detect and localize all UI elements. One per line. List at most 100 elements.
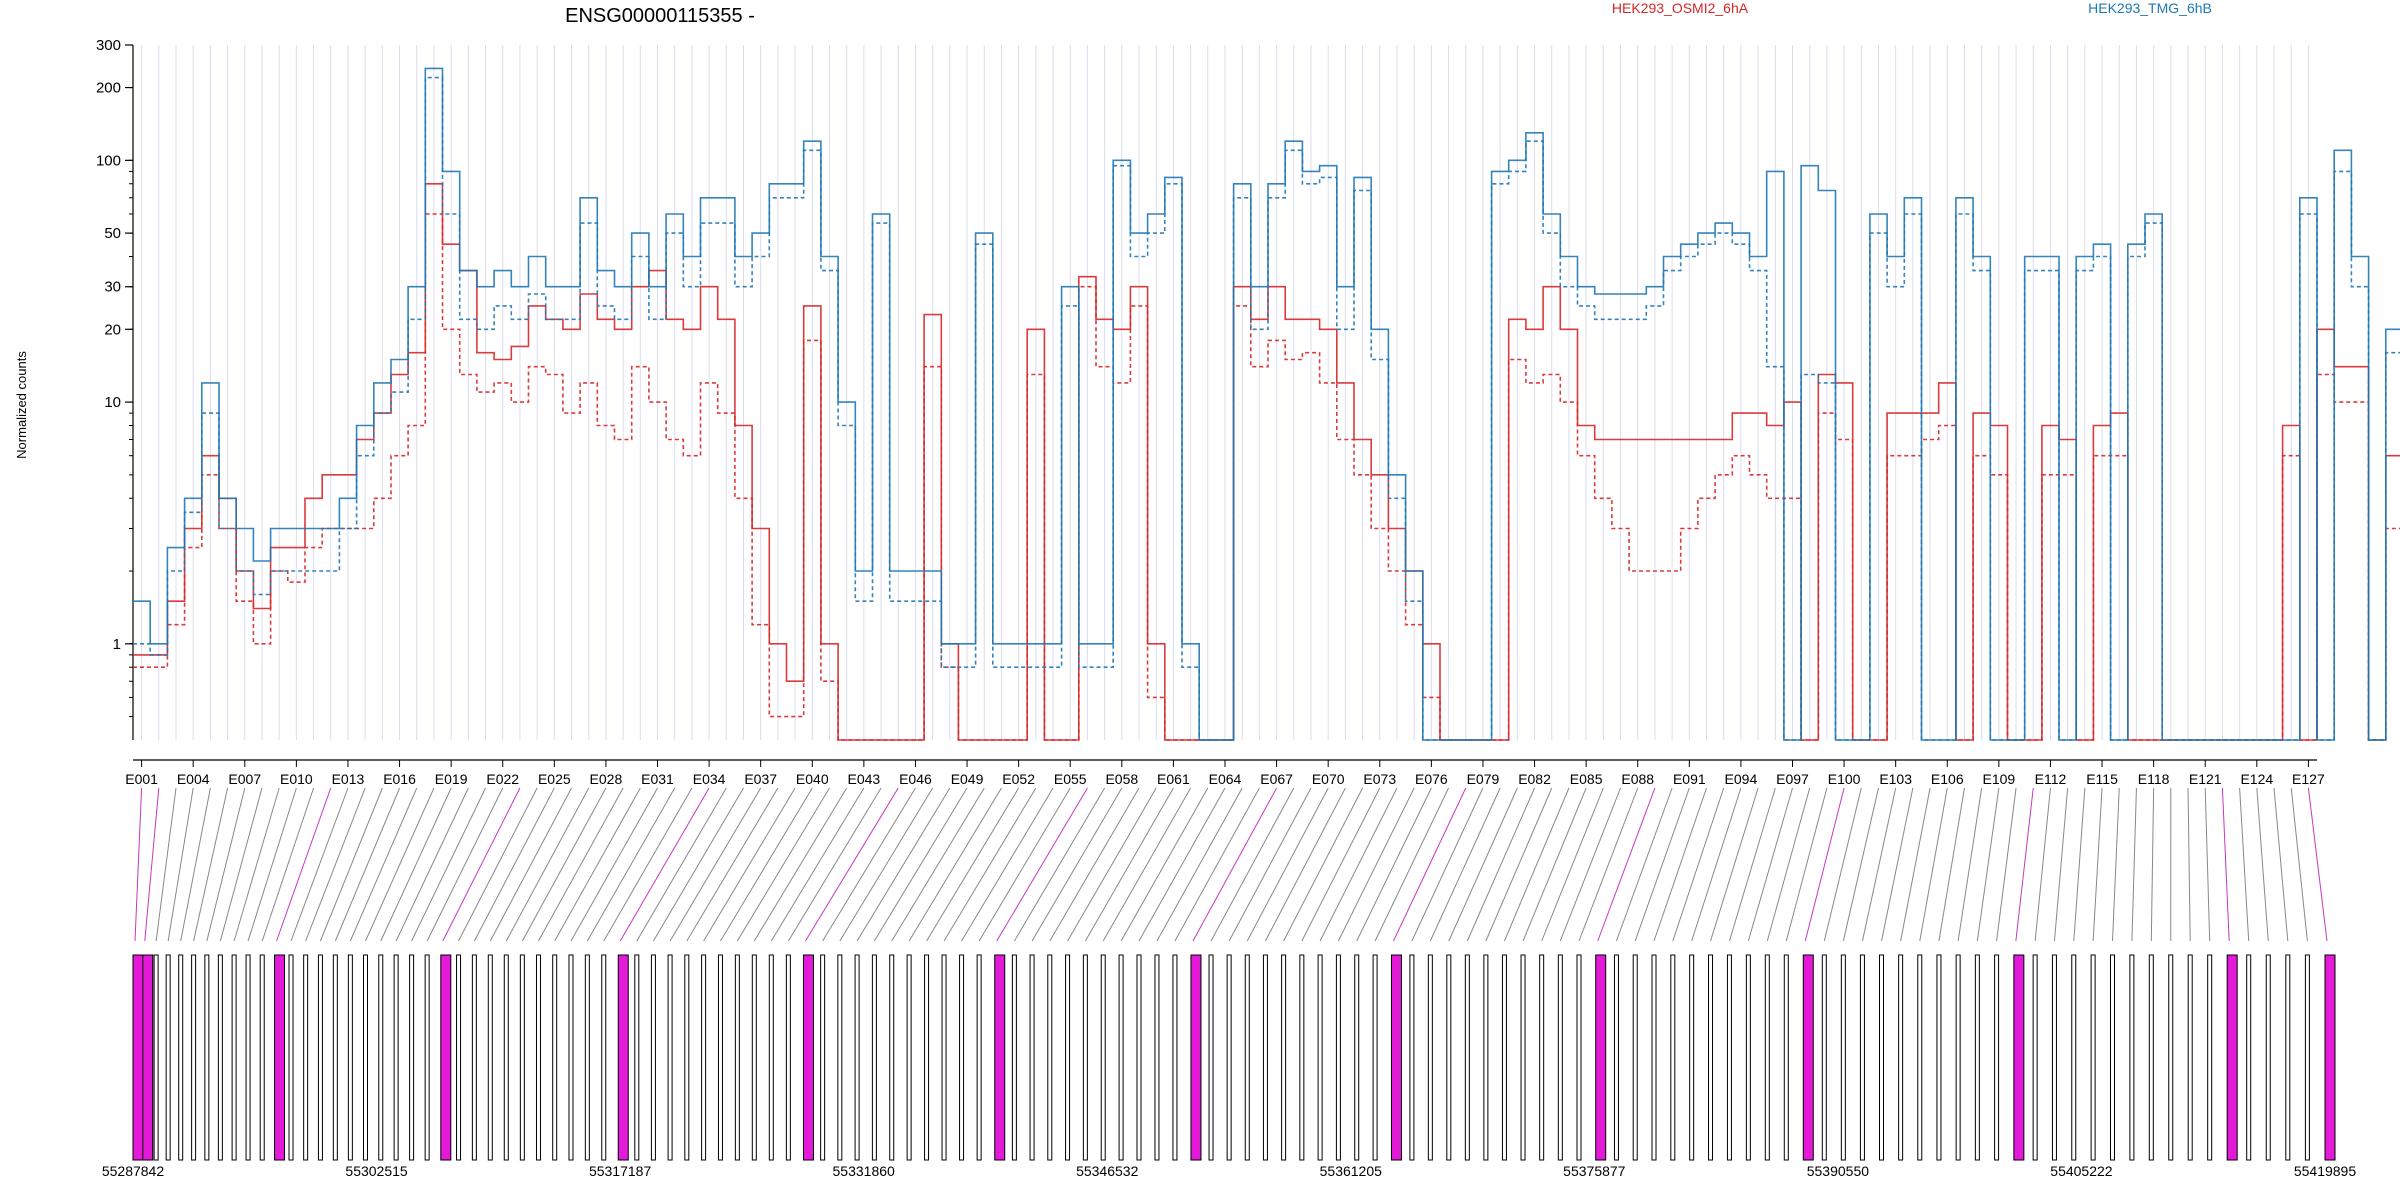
exon-tick-label: E058 [1105,771,1138,787]
series-line [133,67,2400,741]
connector [1785,787,1828,942]
exon-box [2032,954,2038,1161]
connector [1996,787,2017,942]
exon-box [568,954,574,1161]
exon-box [363,954,369,1161]
exon-box [976,954,982,1161]
exon-box [409,954,415,1161]
connector [2307,787,2328,942]
exon-tick-label: E124 [2240,771,2273,787]
exon-box [519,954,525,1161]
exon-box [994,954,1006,1161]
connector [1374,787,1450,942]
y-tick-label: 100 [96,152,121,169]
connector [2073,787,2086,942]
connector [2187,787,2191,942]
connector [233,787,280,942]
exon-box [601,954,607,1161]
connector [2131,787,2137,942]
connector [538,787,624,942]
connector [2150,787,2155,942]
exon-box [303,954,309,1161]
connector [1210,787,1295,942]
connector [586,787,676,942]
connector [426,787,504,942]
exon-box [1011,954,1017,1161]
y-axis: 1 10 20 30 50 100 200 300 [96,37,134,740]
connector [961,787,1054,942]
connector [1691,787,1742,942]
connector [2015,787,2034,942]
connector [473,787,555,942]
connector [155,787,177,942]
exon-tick-label: E025 [538,771,571,787]
exon-box [2246,954,2252,1161]
exon-tick-label: E106 [1931,771,1964,787]
exon-box [440,954,452,1161]
exon-box [1299,954,1305,1161]
exon-box [1613,954,1619,1161]
connector [1503,787,1570,942]
exon-box [1726,954,1732,1161]
exon-tick-label: E109 [1983,771,2016,787]
exon-tick-label: E007 [228,771,261,787]
exon-box [1118,954,1124,1161]
exon-tick-label: E091 [1673,771,1706,787]
genomic-tick-label: 55405222 [2050,1163,2113,1179]
exon-box [2071,954,2077,1161]
connector [144,787,160,942]
exon-box [1898,954,1904,1161]
exon-box [768,954,774,1161]
connector [290,787,349,942]
connector [380,787,452,942]
exon-box [191,954,197,1161]
connector [1356,787,1432,942]
connector [686,787,779,942]
exon-tick-label: E040 [796,771,829,787]
exon-box [1281,954,1287,1161]
exon-box [274,954,286,1161]
exon-box [2285,954,2291,1161]
connector [1938,787,1965,942]
connector [1522,787,1587,942]
genomic-tick-label: 55302515 [345,1163,408,1179]
exon-tick-label: E118 [2138,771,2170,787]
connector [365,787,435,942]
exon-box [2304,954,2310,1161]
connector [193,787,229,942]
connector [1264,787,1346,942]
exon-box [1501,954,1507,1161]
exon-box [2265,954,2271,1161]
exon-box [1335,954,1341,1161]
exon-box [1994,954,2000,1161]
connector [1174,787,1260,942]
exon-tick-label: E070 [1312,771,1345,787]
exon-box [1557,954,1563,1161]
exon-box [1821,954,1827,1161]
y-tick-label: 50 [104,225,121,242]
connector [1672,787,1725,942]
exon-box [617,954,629,1161]
exon-box [231,954,237,1161]
connector [822,787,916,942]
exon-box [1520,954,1526,1161]
exon-box [820,954,826,1161]
connector [442,787,521,942]
exon-box [1936,954,1942,1161]
genomic-tick-label: 55375877 [1563,1163,1626,1179]
exon-box [1208,954,1214,1161]
connector [1411,787,1484,942]
connector [1067,787,1157,942]
exon-box [1464,954,1470,1161]
exon-box [1136,954,1142,1161]
connector [996,787,1088,942]
connector [669,787,762,942]
connector [2092,787,2103,942]
exon-box [634,954,640,1161]
exon-tick-label: E088 [1621,771,1654,787]
connector [570,787,658,942]
exon-box [717,954,723,1161]
exon-box [1029,954,1035,1161]
connector [1653,787,1707,942]
